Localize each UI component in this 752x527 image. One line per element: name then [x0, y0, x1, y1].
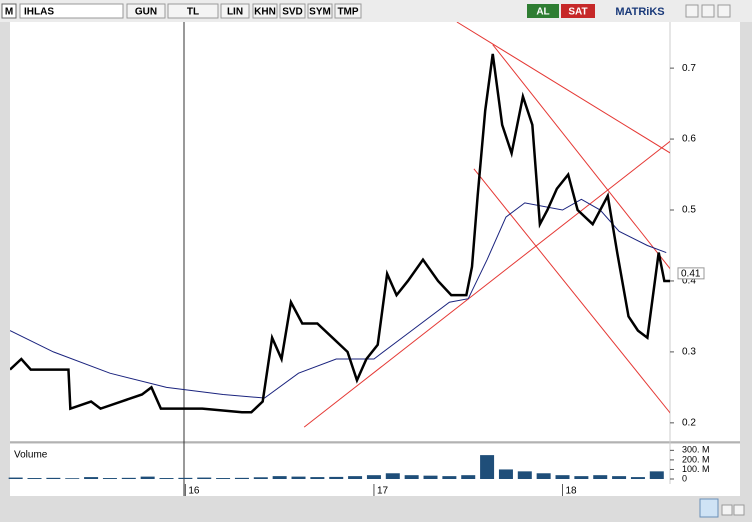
volume-bar [197, 477, 212, 479]
volume-bar [65, 478, 80, 479]
y-tick-label: 0.2 [682, 417, 696, 428]
volume-tick-label: 300. M [682, 445, 710, 455]
x-tick-label: 16 [188, 486, 200, 497]
volume-bar [574, 476, 589, 479]
volume-bar [234, 477, 249, 479]
volume-title: Volume [14, 450, 48, 461]
minimize-button[interactable] [685, 4, 699, 18]
toolbar-button-label: SVD [282, 7, 303, 18]
volume-bar [498, 469, 513, 479]
status-bar [0, 496, 752, 522]
buy-button[interactable] [527, 4, 559, 18]
volume-bar [253, 477, 268, 479]
logo: M [5, 7, 13, 18]
close-button[interactable] [717, 4, 731, 18]
toolbar-button-label: LIN [227, 7, 243, 18]
volume-tick-label: 0 [682, 473, 687, 483]
symbol-box[interactable] [19, 3, 124, 19]
volume-bar [630, 477, 645, 479]
x-axis-band [10, 484, 740, 496]
volume-bar [291, 476, 306, 479]
volume-bar [121, 477, 136, 479]
trendline [473, 168, 670, 414]
y-tick-label: 0.7 [682, 63, 696, 74]
price-line [10, 53, 670, 414]
volume-bar [649, 471, 664, 479]
x-tick-label: 17 [377, 486, 389, 497]
volume-bar [178, 477, 193, 479]
volume-bar [517, 471, 532, 479]
scroll-right[interactable] [733, 504, 745, 516]
volume-bar [593, 475, 608, 479]
trendline [456, 22, 670, 154]
volume-bar [480, 455, 495, 479]
volume-bar [404, 475, 419, 479]
symbol: IHLAS [24, 7, 54, 18]
y-tick-label: 0.3 [682, 347, 696, 358]
last-value-box [677, 267, 705, 280]
volume-bar [612, 476, 627, 479]
volume-bar [216, 478, 231, 479]
price-panel [10, 22, 740, 442]
y-tick-label: 0.4 [682, 276, 696, 287]
y-tick-label: 0.6 [682, 134, 696, 145]
logo-box [1, 3, 17, 19]
sell-button[interactable] [561, 4, 595, 18]
sell-label: SAT [568, 7, 587, 18]
volume-bar [102, 478, 117, 479]
refresh-button[interactable] [699, 498, 719, 518]
toolbar-button[interactable] [252, 3, 278, 19]
volume-bar [46, 477, 61, 479]
toolbar-button-label: TMP [337, 7, 358, 18]
volume-bar [461, 475, 476, 479]
volume-bar [140, 476, 155, 479]
volume-bar [159, 478, 174, 479]
toolbar-button[interactable] [307, 3, 333, 19]
toolbar-button[interactable] [126, 3, 166, 19]
volume-bar [272, 476, 287, 479]
plot-area [10, 22, 670, 428]
last-value-label: 0.41 [681, 268, 701, 279]
moving-average [10, 198, 667, 399]
volume-bar [366, 475, 381, 479]
trendline [303, 140, 670, 428]
brand: MATRiKS [615, 6, 664, 18]
toolbar-button[interactable] [279, 3, 306, 19]
volume-bar [536, 473, 551, 479]
volume-bar [8, 477, 23, 479]
buy-label: AL [536, 7, 549, 18]
volume-tick-label: 200. M [682, 454, 710, 464]
toolbar-button-label: GUN [135, 7, 157, 18]
trendline [492, 44, 670, 270]
toolbar-button-label: TL [187, 7, 199, 18]
volume-bar [423, 475, 438, 479]
toolbar-button-label: KHN [254, 7, 276, 18]
volume-bar [310, 477, 325, 479]
scroll-left[interactable] [721, 504, 733, 516]
toolbar-button-label: SYM [309, 7, 331, 18]
volume-tick-label: 100. M [682, 464, 710, 474]
volume-bar [348, 476, 363, 479]
toolbar-button[interactable] [220, 3, 250, 19]
volume-bar [84, 477, 99, 479]
volume-bar [442, 476, 457, 479]
toolbar-button[interactable] [334, 3, 362, 19]
maximize-button[interactable] [701, 4, 715, 18]
volume-bar [329, 476, 344, 479]
x-tick-label: 18 [566, 486, 578, 497]
toolbar-button[interactable] [167, 3, 219, 19]
volume-bar [555, 475, 570, 479]
volume-bar [27, 478, 42, 479]
y-tick-label: 0.5 [682, 205, 696, 216]
volume-bar [385, 473, 400, 479]
